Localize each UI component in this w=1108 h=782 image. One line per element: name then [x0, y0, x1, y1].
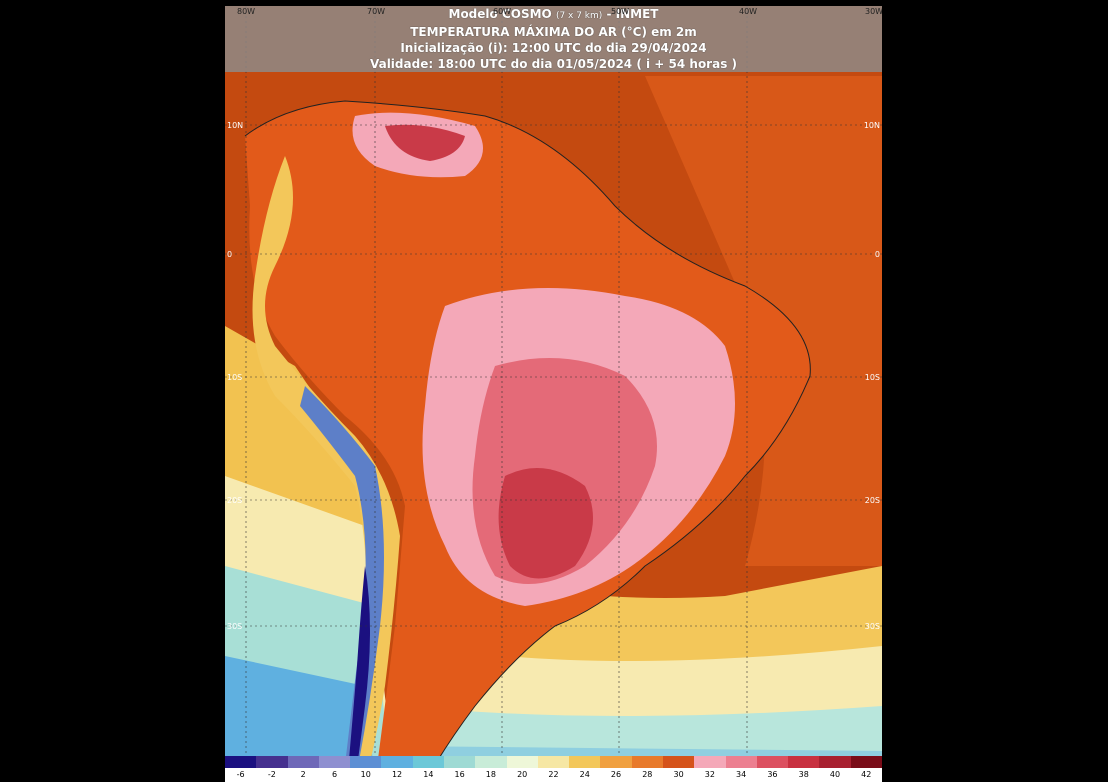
color-scale-label: 6 [331, 770, 338, 779]
color-scale-swatch [819, 756, 851, 768]
color-scale-swatch [256, 756, 288, 768]
title-variable: TEMPERATURA MÁXIMA DO AR (°C) em 2m [410, 25, 697, 39]
color-scale-label: 12 [391, 770, 403, 779]
color-scale-label: 24 [579, 770, 590, 779]
color-scale-label: 14 [423, 770, 434, 779]
lat-label: 10N [227, 121, 244, 130]
color-scale-label: 10 [360, 770, 371, 779]
color-scale-swatch [569, 756, 601, 768]
lat-label: 0 [227, 250, 233, 259]
color-scale-swatch [725, 756, 757, 768]
map-title-block: Modelo COSMO (7 x 7 km) - INMET TEMPERAT… [225, 6, 882, 72]
color-scale-swatch [600, 756, 632, 768]
color-scale-label: 34 [736, 770, 747, 779]
color-scale-swatch [537, 756, 570, 768]
lat-label: 20S [864, 496, 880, 505]
lon-label: 40W [739, 7, 758, 16]
lon-label: 60W [493, 7, 512, 16]
color-scale-swatch [506, 756, 538, 768]
lat-label: 0 [874, 250, 880, 259]
color-scale-label: 20 [517, 770, 528, 779]
lat-label: 10N [863, 121, 880, 130]
lat-label: 30S [227, 622, 243, 631]
color-scale-swatch [631, 756, 663, 768]
color-scale-label: 16 [454, 770, 465, 779]
color-scale [225, 756, 882, 768]
color-scale-label: 18 [485, 770, 496, 779]
color-scale-label: 40 [829, 770, 841, 779]
temperature-field [225, 6, 882, 782]
lon-label: 80W [237, 7, 256, 16]
color-scale-swatch [381, 756, 413, 768]
color-scale-swatch [287, 756, 319, 768]
color-scale-label: 26 [610, 770, 622, 779]
color-scale-swatch [318, 756, 351, 768]
title-validity: Validade: 18:00 UTC do dia 01/05/2024 ( … [369, 57, 738, 71]
lon-label: 30W [865, 7, 882, 16]
lat-label: 20S [227, 496, 243, 505]
color-scale-label: 42 [861, 770, 872, 779]
color-scale-label: 2 [300, 770, 306, 779]
color-scale-swatch [443, 756, 476, 768]
lat-label: 10S [227, 373, 243, 382]
color-scale-labels: -6 -2 2 6 10 12 14 16 18 20 22 24 26 28 30 32 34 36 38 40 42 [225, 768, 882, 782]
color-scale-swatch [350, 756, 382, 768]
color-scale-label: 22 [548, 770, 559, 779]
color-scale-label: 38 [798, 770, 809, 779]
lon-label: 70W [367, 7, 386, 16]
color-scale-label: 30 [673, 770, 684, 779]
color-scale-swatch [475, 756, 507, 768]
color-scale-label: -6 [236, 770, 245, 779]
forecast-map: Modelo COSMO (7 x 7 km) - INMET TEMPERAT… [225, 6, 882, 782]
color-scale-label: 36 [767, 770, 778, 779]
color-scale-label: 28 [642, 770, 653, 779]
color-scale-swatch [850, 756, 882, 768]
color-scale-swatch [662, 756, 695, 768]
color-scale-label: 32 [704, 770, 715, 779]
color-scale-swatch [225, 756, 257, 768]
color-scale-swatch [788, 756, 820, 768]
color-scale-swatch [694, 756, 726, 768]
lon-label: 50W [611, 7, 630, 16]
lat-label: 30S [864, 622, 880, 631]
title-model-line: Modelo COSMO (7 x 7 km) - INMET [448, 7, 659, 21]
color-scale-label: -2 [267, 770, 276, 779]
title-initialization: Inicialização (i): 12:00 UTC do dia 29/0… [400, 41, 707, 55]
color-scale-swatch [412, 756, 444, 768]
lat-label: 10S [864, 373, 880, 382]
color-scale-swatch [756, 756, 789, 768]
